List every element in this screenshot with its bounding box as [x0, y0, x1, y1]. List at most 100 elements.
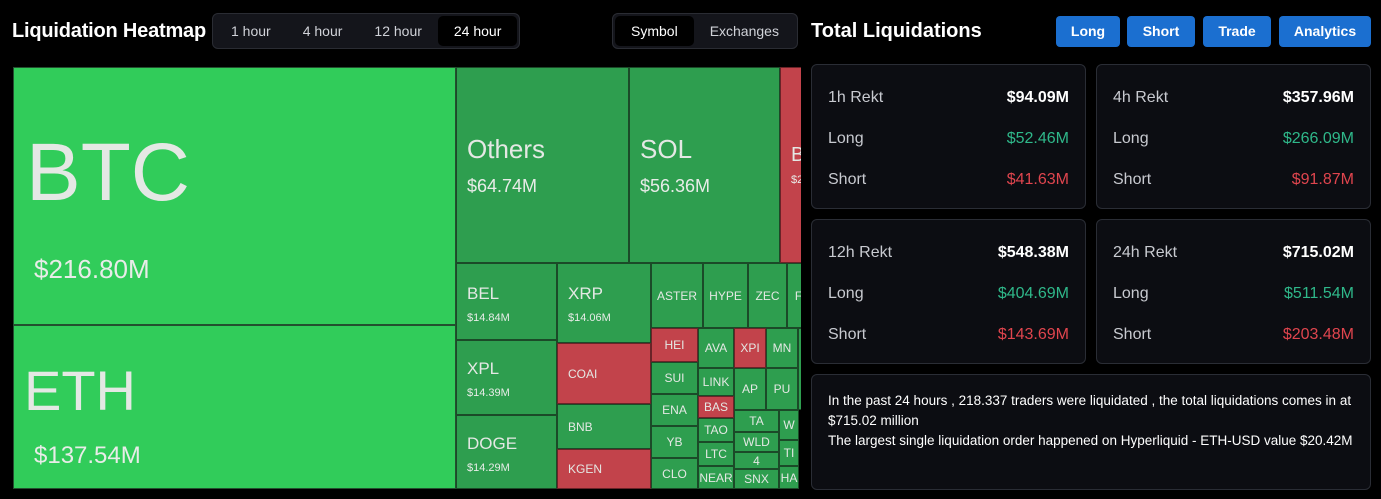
tile-symbol: YB	[666, 435, 683, 449]
tab-symbol[interactable]: Symbol	[615, 16, 694, 46]
tab-4-hour[interactable]: 4 hour	[302, 23, 343, 39]
short-label: Short	[828, 326, 867, 343]
short-label: Short	[828, 171, 867, 188]
short-value: $143.69M	[997, 326, 1069, 343]
tile-ena[interactable]: ENA	[651, 394, 698, 426]
card-label: 24h Rekt	[1113, 244, 1178, 261]
tab-exchanges[interactable]: Exchanges	[709, 23, 779, 39]
tile-sol[interactable]: SOL $56.36M	[629, 67, 780, 263]
view-tabs: Symbol Exchanges	[612, 13, 798, 49]
card-total: $548.38M	[997, 244, 1069, 261]
total-liquidations-title: Total Liquidations	[811, 20, 982, 42]
tile-value: $14.29M	[467, 462, 510, 474]
tile-symbol: ZEC	[755, 288, 780, 303]
tile-w[interactable]: W	[779, 410, 799, 440]
tile-bel[interactable]: BEL $14.84M	[456, 263, 557, 340]
tab-12-hour[interactable]: 12 hour	[374, 23, 422, 39]
tile-symbol: HYPE	[709, 288, 742, 303]
tile-kgen[interactable]: KGEN	[557, 449, 651, 489]
short-value: $41.63M	[1006, 171, 1069, 188]
tile-coai[interactable]: COAI	[557, 343, 651, 404]
long-value: $52.46M	[1006, 130, 1069, 147]
tile-near[interactable]: NEAR	[698, 466, 734, 489]
tile-symbol: DOGE	[467, 434, 518, 453]
card-label: 1h Rekt	[828, 89, 884, 106]
tile-symbol: W	[783, 418, 795, 432]
trade-button[interactable]: Trade	[1203, 16, 1271, 47]
tile-tiny[interactable]	[798, 328, 801, 410]
tile-doge[interactable]: DOGE $14.29M	[456, 415, 557, 489]
tile-partial-b[interactable]: B $2	[780, 67, 801, 263]
tile-bnb[interactable]: BNB	[557, 404, 651, 449]
long-button[interactable]: Long	[1056, 16, 1120, 47]
tile-aster[interactable]: ASTER	[651, 263, 703, 328]
tile-value: $216.80M	[34, 254, 150, 284]
rekt-card-12h: 12h Rekt $548.38M Long $404.69M Short $143.…	[811, 219, 1086, 364]
tile-symbol: KGEN	[568, 462, 603, 476]
long-value: $266.09M	[1282, 130, 1354, 147]
tile-f[interactable]: F	[787, 263, 801, 328]
long-label: Long	[828, 285, 864, 302]
tile-tao[interactable]: TAO	[698, 418, 734, 442]
tile-eth[interactable]: ETH $137.54M	[13, 325, 456, 489]
tile-symbol: B	[791, 144, 801, 167]
tile-yb[interactable]: YB	[651, 426, 698, 458]
long-label: Long	[828, 130, 864, 147]
tile-xpi[interactable]: XPI	[734, 328, 766, 368]
tile-symbol: LINK	[702, 375, 730, 389]
tile-ap[interactable]: AP	[734, 368, 766, 410]
tile-hype[interactable]: HYPE	[703, 263, 748, 328]
long-label: Long	[1113, 285, 1149, 302]
short-button[interactable]: Short	[1127, 16, 1195, 47]
tile-symbol: AVA	[704, 341, 728, 355]
tile-symbol: SNX	[744, 472, 769, 486]
tile-sui[interactable]: SUI	[651, 362, 698, 394]
liquidation-treemap: BTC $216.80M ETH $137.54M Others $64.74M…	[13, 67, 801, 489]
tile-4[interactable]: 4	[734, 452, 779, 469]
tile-value: $14.39M	[467, 387, 510, 399]
tile-ta[interactable]: TA	[734, 410, 779, 432]
tab-1-hour[interactable]: 1 hour	[231, 23, 271, 39]
tab-24-hour[interactable]: 24 hour	[437, 16, 518, 46]
tile-symbol: LTC	[705, 447, 727, 461]
tile-symbol: AP	[741, 382, 758, 396]
tile-snx[interactable]: SNX	[734, 469, 779, 489]
tile-pu[interactable]: PU	[766, 368, 798, 410]
tile-others[interactable]: Others $64.74M	[456, 67, 629, 263]
short-value: $203.48M	[1282, 326, 1354, 343]
tile-link[interactable]: LINK	[698, 368, 734, 396]
card-total: $94.09M	[1006, 89, 1069, 106]
tile-symbol: Others	[467, 134, 546, 164]
tile-ava[interactable]: AVA	[698, 328, 734, 368]
tile-symbol: XRP	[568, 284, 603, 303]
tile-zec[interactable]: ZEC	[748, 263, 787, 328]
tile-symbol: PU	[773, 382, 791, 396]
tile-ltc[interactable]: LTC	[698, 442, 734, 466]
tile-mn[interactable]: MN	[766, 328, 798, 368]
tile-symbol: CLO	[662, 466, 687, 481]
tile-value: $64.74M	[467, 176, 538, 196]
tile-ha[interactable]: HA	[779, 466, 799, 489]
tile-symbol: XPI	[740, 341, 760, 355]
tile-hei[interactable]: HEI	[651, 328, 698, 362]
tile-symbol: TI	[783, 446, 795, 460]
tile-btc[interactable]: BTC $216.80M	[13, 67, 456, 325]
tile-symbol: MN	[772, 341, 792, 355]
analytics-button[interactable]: Analytics	[1279, 16, 1371, 47]
long-label: Long	[1113, 130, 1149, 147]
tile-bas[interactable]: BAS	[698, 396, 734, 418]
short-label: Short	[1113, 326, 1152, 343]
card-label: 4h Rekt	[1113, 89, 1169, 106]
tile-xpl[interactable]: XPL $14.39M	[456, 340, 557, 415]
tile-xrp[interactable]: XRP $14.06M	[557, 263, 651, 343]
page-title: Liquidation Heatmap	[12, 20, 206, 42]
tile-ti[interactable]: TI	[779, 440, 799, 466]
tile-symbol: BNB	[568, 419, 593, 434]
tile-symbol: COAI	[568, 366, 598, 381]
tile-symbol: ASTER	[656, 288, 697, 303]
long-value: $404.69M	[997, 285, 1069, 302]
tile-clo[interactable]: CLO	[651, 458, 698, 489]
tile-symbol: ETH	[24, 359, 136, 422]
summary-line-1: In the past 24 hours , 218.337 traders w…	[828, 393, 1352, 428]
tile-wld[interactable]: WLD	[734, 432, 779, 452]
